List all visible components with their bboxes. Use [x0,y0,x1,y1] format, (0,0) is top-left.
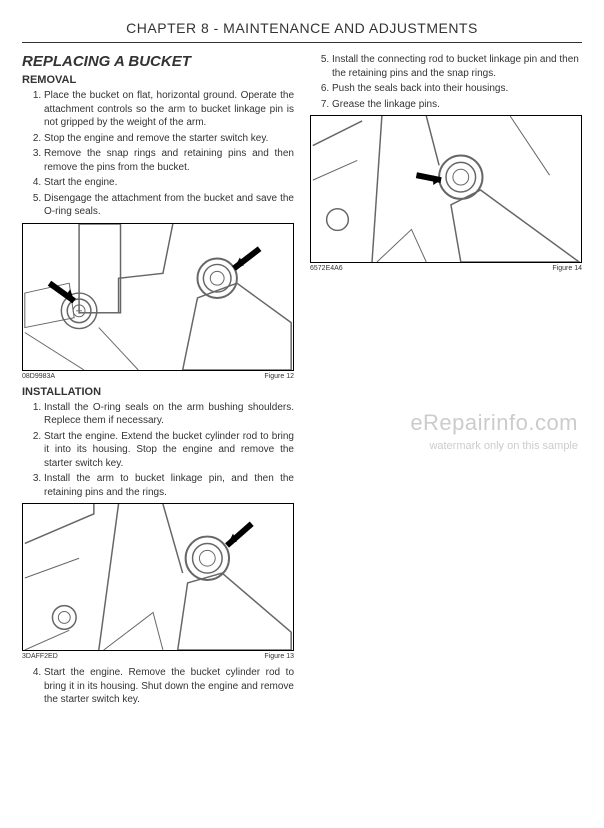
content-columns: REPLACING A BUCKET REMOVAL Place the buc… [22,53,582,711]
removal-step: Place the bucket on flat, horizontal gro… [44,89,294,130]
figure-id: 08D9983A [22,373,55,380]
installation-heading: INSTALLATION [22,386,294,398]
watermark: eRepairinfo.com watermark only on this s… [410,410,578,452]
figure-14-caption: 6572E4A6 Figure 14 [310,265,582,272]
installation-step-4-list: Start the engine. Remove the bucket cyli… [22,666,294,707]
right-step: Grease the linkage pins. [332,98,582,112]
removal-step: Start the engine. [44,176,294,190]
figure-13 [22,503,294,651]
right-column: Install the connecting rod to bucket lin… [310,53,582,711]
removal-step: Remove the snap rings and retaining pins… [44,147,294,174]
right-step: Install the connecting rod to bucket lin… [332,53,582,80]
figure-id: 6572E4A6 [310,265,343,272]
figure-label: Figure 14 [552,265,582,272]
installation-step: Start the engine. Remove the bucket cyli… [44,666,294,707]
figure-12 [22,223,294,371]
installation-steps-a: Install the O-ring seals on the arm bush… [22,401,294,500]
left-column: REPLACING A BUCKET REMOVAL Place the buc… [22,53,294,711]
figure-13-caption: 3DAFF2ED Figure 13 [22,653,294,660]
right-steps: Install the connecting rod to bucket lin… [310,53,582,111]
removal-heading: REMOVAL [22,74,294,86]
removal-step: Stop the engine and remove the starter s… [44,132,294,146]
installation-step: Install the O-ring seals on the arm bush… [44,401,294,428]
chapter-header: CHAPTER 8 - MAINTENANCE AND ADJUSTMENTS [22,20,582,43]
removal-steps: Place the bucket on flat, horizontal gro… [22,89,294,219]
watermark-text: watermark only on this sample [410,440,578,452]
figure-12-caption: 08D9983A Figure 12 [22,373,294,380]
section-title: REPLACING A BUCKET [22,53,294,70]
watermark-url: eRepairinfo.com [410,410,578,436]
figure-label: Figure 13 [264,653,294,660]
right-step: Push the seals back into their housings. [332,82,582,96]
figure-id: 3DAFF2ED [22,653,58,660]
figure-label: Figure 12 [264,373,294,380]
removal-step: Disengage the attachment from the bucket… [44,192,294,219]
figure-14 [310,115,582,263]
installation-step: Install the arm to bucket linkage pin, a… [44,472,294,499]
installation-step: Start the engine. Extend the bucket cyli… [44,430,294,471]
